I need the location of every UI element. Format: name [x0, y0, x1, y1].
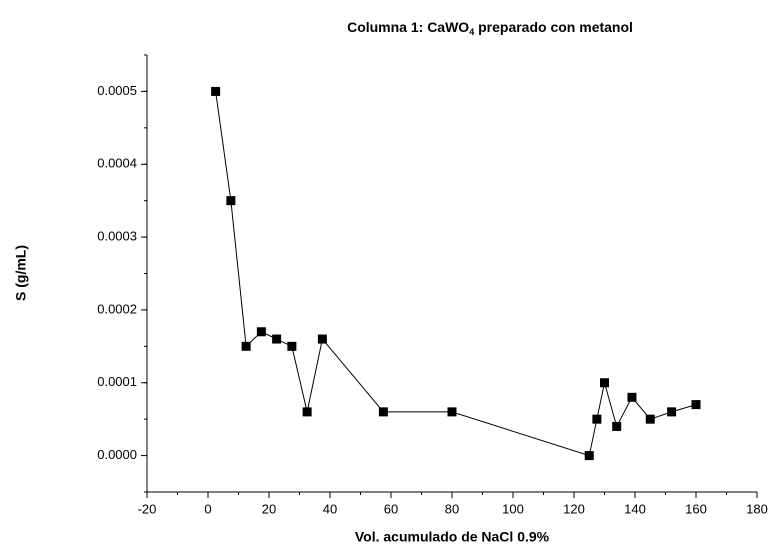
- marker: [272, 334, 282, 344]
- title-part: preparado con metanol: [474, 19, 633, 35]
- y-tick-label: 0.0005: [97, 83, 137, 98]
- x-tick-label: -20: [138, 501, 157, 516]
- marker: [627, 392, 637, 402]
- marker: [584, 451, 594, 461]
- marker: [612, 421, 622, 431]
- marker: [691, 400, 701, 410]
- marker: [302, 407, 312, 417]
- marker: [226, 196, 236, 206]
- chart-title: Columna 1: CaWO4 preparado con metanol: [347, 19, 633, 38]
- x-tick-label: 20: [262, 501, 276, 516]
- x-tick-label: 40: [323, 501, 337, 516]
- marker: [256, 327, 266, 337]
- marker: [592, 414, 602, 424]
- x-tick-label: 60: [384, 501, 398, 516]
- marker: [317, 334, 327, 344]
- y-tick-label: 0.0000: [97, 447, 137, 462]
- title-subscript: 4: [469, 27, 474, 37]
- y-tick-label: 0.0002: [97, 301, 137, 316]
- marker: [211, 86, 221, 96]
- x-tick-label: 140: [624, 501, 646, 516]
- x-tick-label: 160: [685, 501, 707, 516]
- marker: [645, 414, 655, 424]
- marker: [667, 407, 677, 417]
- y-tick-label: 0.0004: [97, 156, 137, 171]
- data-line: [215, 91, 697, 457]
- marker: [378, 407, 388, 417]
- y-tick-label: 0.0001: [97, 374, 137, 389]
- y-axis-label: S (g/mL): [13, 245, 29, 301]
- marker: [447, 407, 457, 417]
- x-tick-label: 0: [204, 501, 211, 516]
- x-tick-label: 120: [563, 501, 585, 516]
- x-tick-label: 180: [746, 501, 768, 516]
- y-tick-label: 0.0003: [97, 229, 137, 244]
- x-axis-label: Vol. acumulado de NaCl 0.9%: [355, 529, 550, 545]
- marker: [600, 378, 609, 388]
- x-tick-label: 100: [502, 501, 524, 516]
- marker: [241, 341, 251, 351]
- marker: [287, 341, 297, 351]
- x-tick-label: 80: [445, 501, 459, 516]
- title-part: Columna 1: CaWO: [347, 19, 469, 35]
